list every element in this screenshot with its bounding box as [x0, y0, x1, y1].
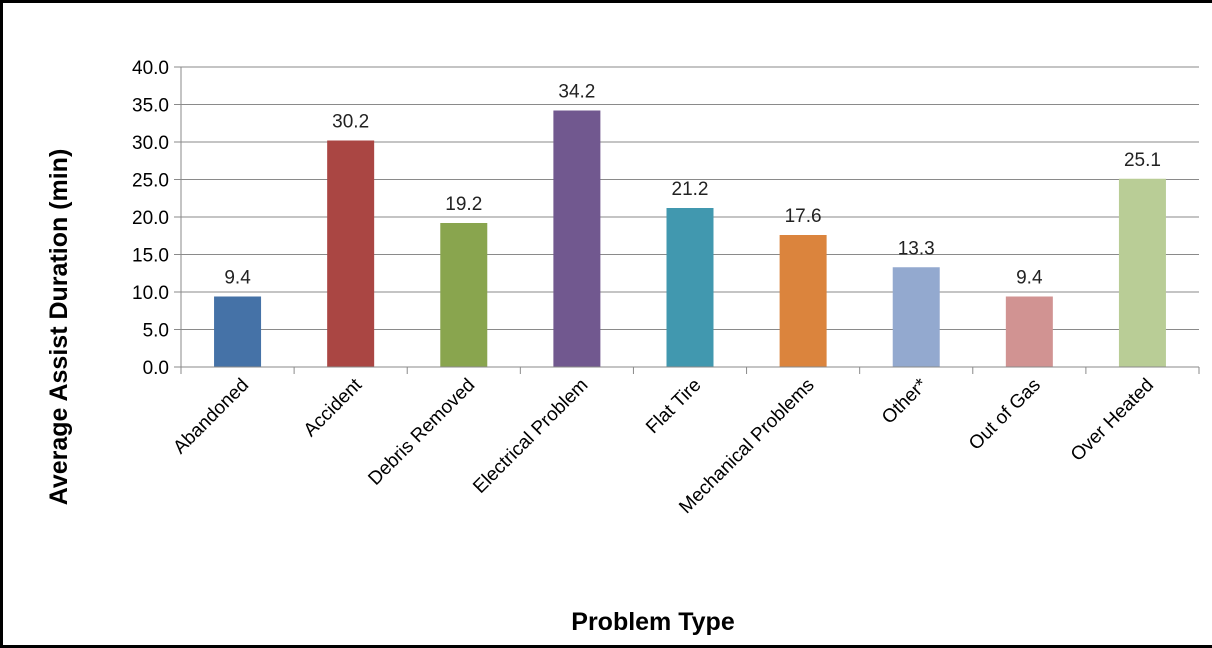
bar-chart: 9.4 30.2 19.2 34.2 21.2 17.6 13.3 9.4 25.1 0.0 5.… — [45, 58, 1200, 636]
data-label: 25.1 — [1124, 150, 1161, 171]
y-tick-label: 0.0 — [143, 358, 169, 379]
data-labels: 9.4 30.2 19.2 34.2 21.2 17.6 13.3 9.4 25.1 — [224, 82, 1161, 289]
x-tick-label: Debris Removed — [364, 375, 479, 490]
y-tick-label: 15.0 — [132, 246, 169, 267]
y-tick-labels: 0.0 5.0 10.0 15.0 20.0 25.0 30.0 35.0 40.0 — [132, 58, 169, 379]
x-tick-label: Out of Gas — [965, 375, 1045, 455]
y-tick-label: 40.0 — [132, 58, 169, 79]
y-tick-label: 25.0 — [132, 171, 169, 192]
data-label: 17.6 — [785, 206, 822, 227]
x-tick-label: Accident — [300, 374, 367, 441]
bar — [553, 110, 601, 367]
data-label: 30.2 — [332, 112, 369, 133]
data-label: 9.4 — [1016, 268, 1043, 289]
bar — [327, 140, 375, 367]
y-tick-label: 10.0 — [132, 283, 169, 304]
data-label: 9.4 — [224, 268, 251, 289]
bar — [779, 235, 827, 367]
x-tick-label: Abandoned — [169, 375, 253, 459]
data-label: 13.3 — [898, 238, 935, 259]
x-tick-label: Other* — [878, 374, 932, 428]
y-axis-title: Average Assist Duration (min) — [45, 149, 73, 506]
x-axis-title: Problem Type — [571, 608, 735, 636]
bar — [666, 208, 714, 367]
y-tick-label: 5.0 — [143, 321, 169, 342]
bar — [440, 223, 488, 367]
data-label: 21.2 — [672, 179, 709, 200]
x-tick-label: Over Heated — [1067, 375, 1158, 466]
data-label: 19.2 — [445, 194, 482, 215]
data-label: 34.2 — [558, 82, 595, 103]
axes — [180, 67, 1200, 374]
y-tick-label: 35.0 — [132, 96, 169, 117]
bars — [214, 110, 1166, 367]
bar — [1118, 178, 1166, 367]
y-tick-label: 20.0 — [132, 208, 169, 229]
x-tick-label: Electrical Problem — [469, 375, 592, 498]
x-tick-label: Flat Tire — [642, 375, 705, 438]
bar — [892, 267, 940, 367]
y-tick-label: 30.0 — [132, 133, 169, 154]
bar — [1005, 296, 1053, 367]
bar — [214, 296, 262, 367]
